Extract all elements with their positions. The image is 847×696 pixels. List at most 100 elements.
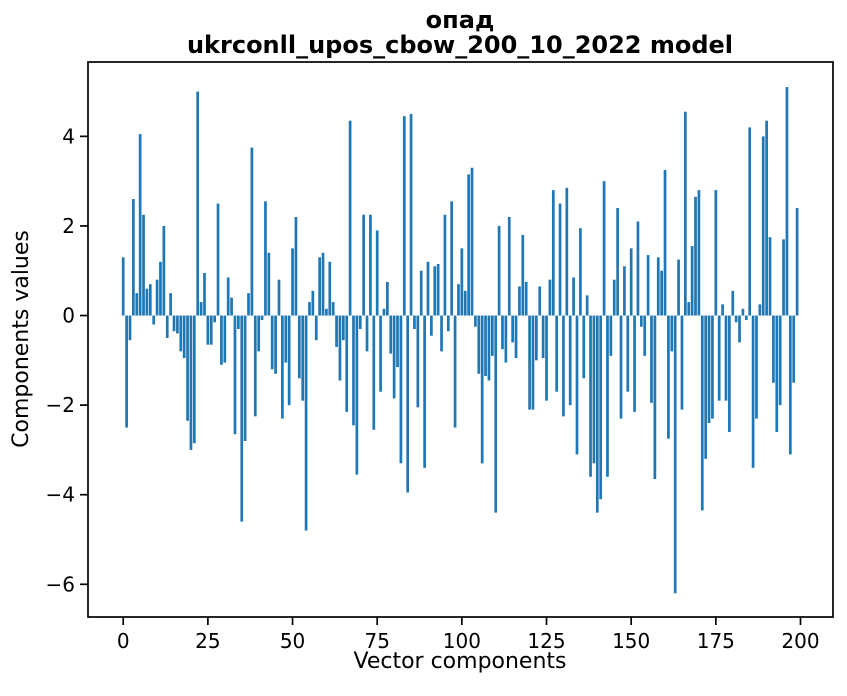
bar-92 bbox=[433, 266, 437, 316]
bar-91 bbox=[430, 315, 433, 336]
bar-10 bbox=[155, 279, 159, 316]
bar-49 bbox=[287, 315, 291, 406]
bar-151 bbox=[633, 315, 636, 412]
bar-129 bbox=[558, 203, 562, 316]
bar-155 bbox=[646, 255, 650, 316]
x-tick-label-200: 200 bbox=[781, 629, 819, 653]
bar-17 bbox=[179, 315, 183, 352]
bar-33 bbox=[233, 315, 237, 435]
bar-101 bbox=[463, 290, 467, 316]
bar-96 bbox=[446, 315, 450, 332]
bar-194 bbox=[778, 315, 782, 406]
bar-112 bbox=[501, 315, 504, 350]
bar-176 bbox=[717, 315, 721, 401]
bar-43 bbox=[267, 252, 271, 316]
bar-131 bbox=[565, 187, 569, 316]
bar-79 bbox=[389, 315, 393, 354]
x-tick-label-25: 25 bbox=[195, 629, 220, 653]
bar-73 bbox=[369, 214, 372, 316]
bar-25 bbox=[206, 315, 210, 345]
bar-126 bbox=[548, 279, 552, 316]
bar-4 bbox=[135, 293, 139, 316]
chart-title-word: опад bbox=[426, 6, 495, 34]
bar-37 bbox=[247, 293, 250, 316]
bar-70 bbox=[358, 315, 362, 329]
bar-127 bbox=[551, 190, 555, 316]
bar-19 bbox=[186, 315, 189, 421]
bar-54 bbox=[304, 315, 308, 531]
bar-24 bbox=[203, 272, 206, 316]
bar-141 bbox=[599, 315, 603, 500]
x-tick-label-100: 100 bbox=[443, 629, 481, 653]
bar-185 bbox=[748, 127, 752, 316]
bar-106 bbox=[480, 315, 484, 464]
bar-124 bbox=[541, 315, 545, 359]
bar-184 bbox=[744, 315, 748, 321]
bar-166 bbox=[684, 111, 687, 316]
bar-173 bbox=[707, 315, 711, 424]
bar-159 bbox=[660, 270, 664, 316]
bar-13 bbox=[165, 315, 169, 338]
bar-147 bbox=[619, 315, 623, 419]
bar-197 bbox=[788, 315, 792, 455]
bar-2 bbox=[128, 315, 132, 341]
bar-174 bbox=[711, 315, 714, 419]
bar-111 bbox=[497, 225, 501, 316]
bar-100 bbox=[460, 248, 464, 316]
bar-64 bbox=[338, 315, 342, 381]
bar-179 bbox=[728, 315, 731, 432]
bar-109 bbox=[490, 315, 494, 356]
bar-114 bbox=[507, 216, 511, 316]
bar-27 bbox=[213, 315, 217, 323]
bar-110 bbox=[494, 315, 498, 513]
bar-97 bbox=[450, 201, 454, 316]
bar-191 bbox=[768, 237, 772, 316]
bar-113 bbox=[504, 315, 508, 363]
bar-81 bbox=[396, 315, 399, 368]
bar-7 bbox=[145, 288, 149, 316]
bar-152 bbox=[636, 221, 640, 316]
bar-193 bbox=[775, 315, 779, 432]
bar-60 bbox=[325, 308, 328, 316]
bar-59 bbox=[321, 252, 325, 316]
chart-title-model: ukrconll_upos_cbow_200_10_2022 model bbox=[187, 31, 733, 59]
bar-161 bbox=[667, 315, 670, 439]
bar-38 bbox=[250, 147, 254, 316]
bar-146 bbox=[616, 208, 619, 316]
bar-36 bbox=[243, 315, 247, 441]
bar-45 bbox=[274, 315, 277, 374]
bar-28 bbox=[216, 203, 220, 316]
bar-121 bbox=[531, 315, 535, 410]
bar-172 bbox=[704, 315, 708, 459]
bar-153 bbox=[639, 315, 643, 327]
bar-71 bbox=[362, 214, 366, 316]
y-axis-label: Components values bbox=[9, 230, 34, 448]
bar-85 bbox=[409, 113, 413, 316]
bar-135 bbox=[579, 228, 582, 316]
bar-170 bbox=[697, 190, 701, 316]
bar-156 bbox=[650, 315, 653, 403]
bar-140 bbox=[595, 315, 599, 513]
bar-32 bbox=[230, 297, 233, 316]
bar-94 bbox=[440, 315, 443, 352]
bar-162 bbox=[670, 315, 674, 352]
bar-77 bbox=[382, 308, 386, 316]
bar-16 bbox=[176, 315, 179, 334]
bar-99 bbox=[457, 284, 460, 316]
bar-50 bbox=[291, 248, 294, 316]
bar-76 bbox=[379, 315, 382, 392]
bar-78 bbox=[386, 281, 389, 316]
bar-62 bbox=[331, 302, 335, 316]
bar-132 bbox=[568, 315, 572, 406]
bar-183 bbox=[741, 308, 745, 316]
bar-108 bbox=[487, 315, 491, 381]
bar-66 bbox=[345, 315, 349, 412]
bar-164 bbox=[677, 259, 680, 316]
bar-116 bbox=[514, 315, 518, 359]
bar-123 bbox=[538, 286, 542, 316]
y-tick-label--4: −4 bbox=[46, 483, 75, 507]
bar-138 bbox=[589, 315, 592, 477]
bar-142 bbox=[602, 181, 606, 316]
bar-95 bbox=[443, 214, 447, 316]
